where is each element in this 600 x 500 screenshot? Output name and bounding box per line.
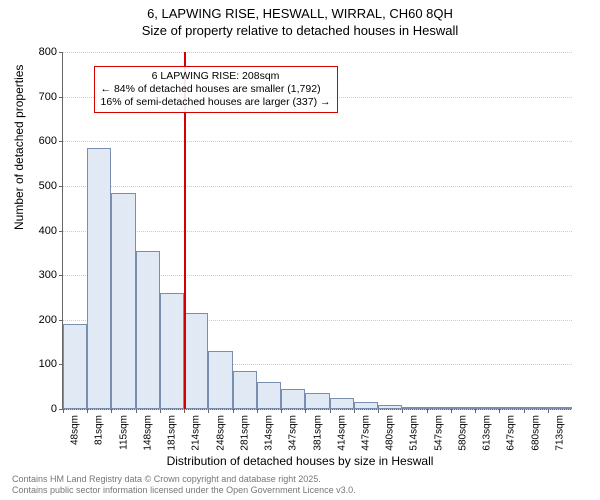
histogram-bar (63, 324, 87, 409)
xtick-label: 314sqm (264, 415, 275, 451)
xtick-label: 547sqm (433, 415, 444, 451)
ytick-mark (59, 52, 63, 53)
xtick-mark (160, 409, 161, 413)
xtick-label: 713sqm (554, 415, 565, 451)
xtick-mark (257, 409, 258, 413)
footer: Contains HM Land Registry data © Crown c… (12, 474, 356, 496)
histogram-bar (475, 407, 499, 409)
xtick-mark (305, 409, 306, 413)
xtick-label: 447sqm (360, 415, 371, 451)
xtick-mark (548, 409, 549, 413)
xtick-mark (281, 409, 282, 413)
ytick-label: 300 (39, 269, 57, 281)
annotation-line2: ← 84% of detached houses are smaller (1,… (101, 83, 331, 96)
ytick-mark (59, 97, 63, 98)
xtick-label: 281sqm (239, 415, 250, 451)
xtick-mark (330, 409, 331, 413)
chart-title: 6, LAPWING RISE, HESWALL, WIRRAL, CH60 8… (0, 0, 600, 40)
xtick-mark (111, 409, 112, 413)
ytick-mark (59, 275, 63, 276)
xtick-mark (233, 409, 234, 413)
gridline (63, 231, 572, 233)
ytick-label: 400 (39, 225, 57, 237)
histogram-bar (160, 293, 184, 409)
histogram-bar (524, 407, 548, 409)
xtick-label: 81sqm (94, 415, 105, 445)
histogram-bar (257, 382, 281, 409)
histogram-bar (451, 407, 475, 409)
ytick-label: 700 (39, 91, 57, 103)
footer-line2: Contains public sector information licen… (12, 485, 356, 496)
title-line1: 6, LAPWING RISE, HESWALL, WIRRAL, CH60 8… (0, 6, 600, 23)
gridline (63, 409, 572, 411)
chart-container: 6, LAPWING RISE, HESWALL, WIRRAL, CH60 8… (0, 0, 600, 500)
xtick-mark (524, 409, 525, 413)
xtick-label: 647sqm (506, 415, 517, 451)
ytick-label: 100 (39, 358, 57, 370)
ytick-mark (59, 231, 63, 232)
histogram-bar (354, 402, 378, 409)
xtick-mark (63, 409, 64, 413)
xtick-label: 613sqm (482, 415, 493, 451)
y-axis-title: Number of detached properties (12, 65, 26, 230)
histogram-bar (87, 148, 111, 409)
ytick-label: 200 (39, 314, 57, 326)
histogram-bar (402, 407, 426, 409)
ytick-label: 0 (51, 403, 57, 415)
histogram-bar (111, 193, 135, 409)
plot-area: 010020030040050060070080048sqm81sqm115sq… (62, 52, 572, 410)
histogram-bar (378, 405, 402, 409)
histogram-bar (208, 351, 232, 409)
histogram-bar (305, 393, 329, 409)
ytick-mark (59, 320, 63, 321)
gridline (63, 186, 572, 188)
xtick-label: 181sqm (167, 415, 178, 451)
xtick-mark (354, 409, 355, 413)
xtick-label: 580sqm (457, 415, 468, 451)
xtick-label: 680sqm (530, 415, 541, 451)
xtick-mark (136, 409, 137, 413)
footer-line1: Contains HM Land Registry data © Crown c… (12, 474, 356, 485)
histogram-bar (499, 407, 523, 409)
xtick-label: 214sqm (191, 415, 202, 451)
ytick-label: 500 (39, 180, 57, 192)
histogram-bar (281, 389, 305, 409)
xtick-label: 148sqm (142, 415, 153, 451)
histogram-bar (233, 371, 257, 409)
histogram-bar (330, 398, 354, 409)
ytick-mark (59, 186, 63, 187)
annotation-line1: 6 LAPWING RISE: 208sqm (101, 70, 331, 83)
annotation-line3: 16% of semi-detached houses are larger (… (101, 96, 331, 109)
histogram-bar (548, 407, 572, 409)
xtick-label: 347sqm (288, 415, 299, 451)
xtick-mark (427, 409, 428, 413)
xtick-label: 381sqm (312, 415, 323, 451)
gridline (63, 52, 572, 54)
histogram-bar (184, 313, 208, 409)
xtick-mark (87, 409, 88, 413)
annotation-box: 6 LAPWING RISE: 208sqm← 84% of detached … (94, 66, 338, 113)
xtick-label: 115sqm (118, 415, 129, 450)
xtick-mark (475, 409, 476, 413)
title-line2: Size of property relative to detached ho… (0, 23, 600, 40)
xtick-label: 414sqm (336, 415, 347, 451)
histogram-bar (136, 251, 160, 409)
histogram-bar (427, 407, 451, 409)
xtick-mark (208, 409, 209, 413)
plot: 010020030040050060070080048sqm81sqm115sq… (62, 52, 572, 410)
xtick-label: 514sqm (409, 415, 420, 451)
xtick-mark (451, 409, 452, 413)
xtick-mark (499, 409, 500, 413)
gridline (63, 141, 572, 143)
ytick-mark (59, 141, 63, 142)
xtick-mark (378, 409, 379, 413)
xtick-label: 480sqm (385, 415, 396, 451)
x-axis-title: Distribution of detached houses by size … (0, 454, 600, 468)
ytick-label: 800 (39, 46, 57, 58)
xtick-label: 48sqm (70, 415, 81, 445)
xtick-mark (184, 409, 185, 413)
ytick-label: 600 (39, 135, 57, 147)
xtick-label: 248sqm (215, 415, 226, 451)
xtick-mark (402, 409, 403, 413)
